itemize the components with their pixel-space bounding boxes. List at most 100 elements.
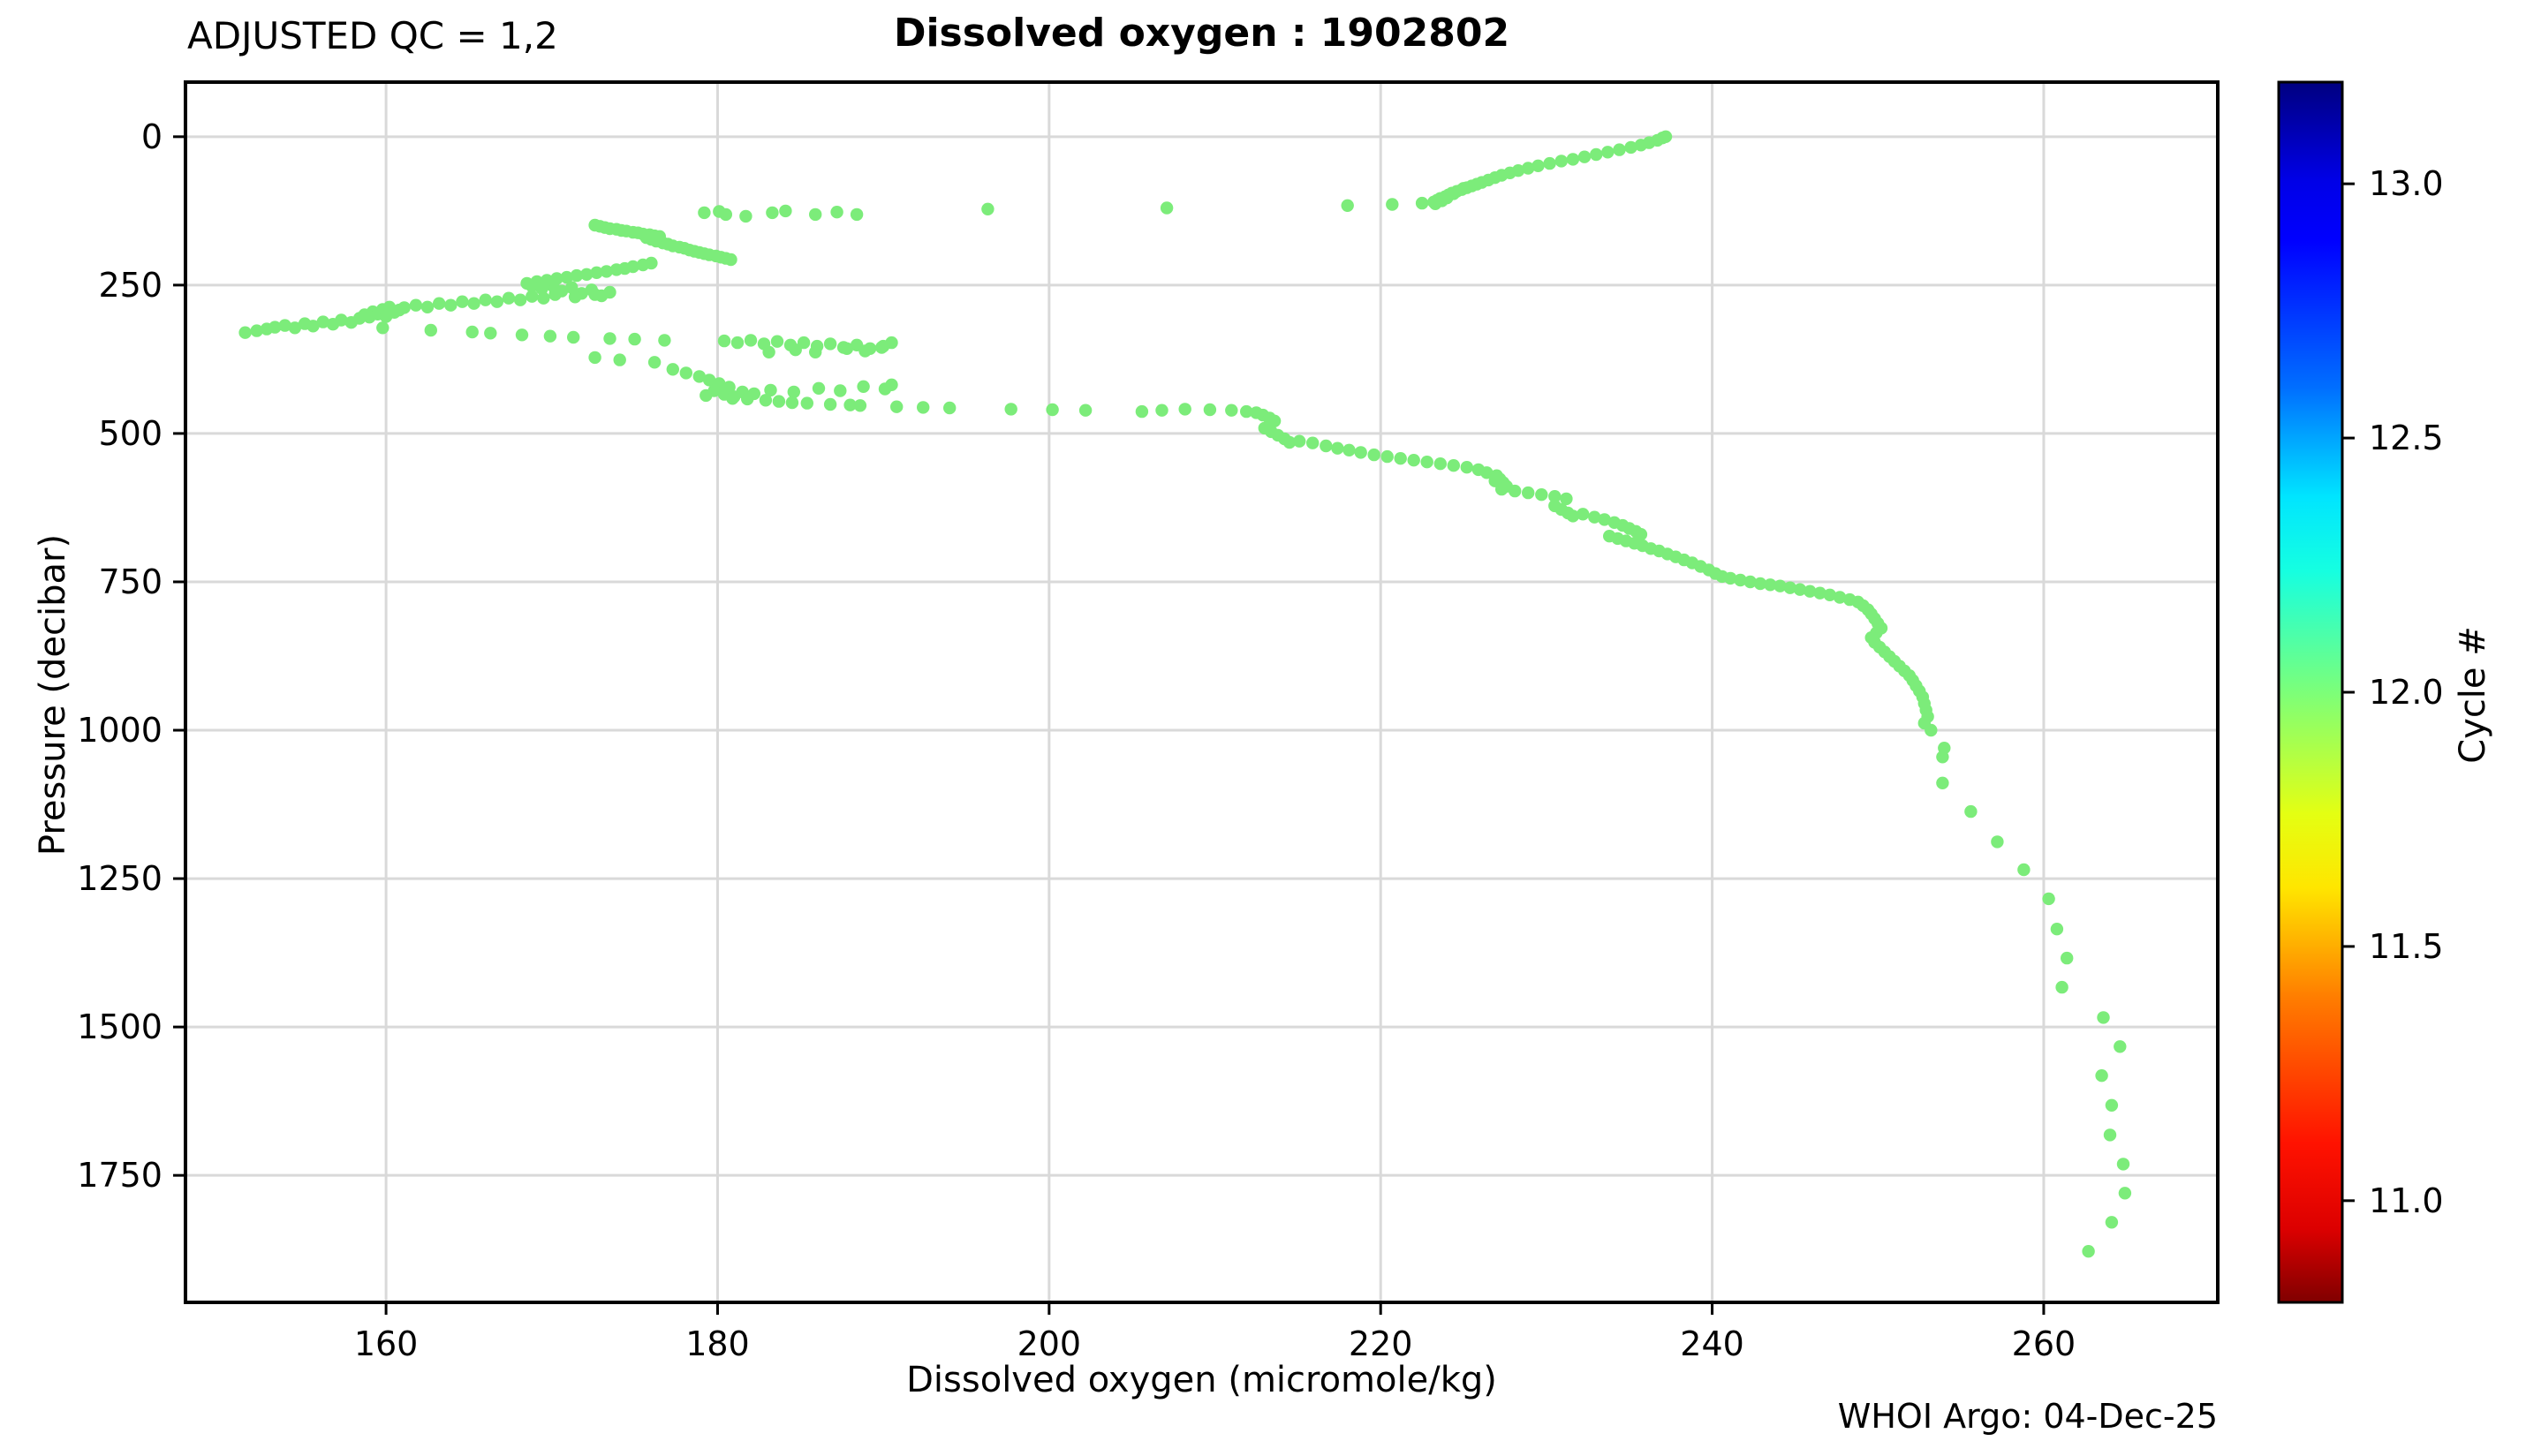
data-point [580, 268, 594, 281]
data-point [1659, 130, 1673, 143]
data-point [853, 399, 867, 412]
data-point [1783, 581, 1797, 594]
credit-text: WHOI Argo: 04-Dec-25 [1837, 1397, 2218, 1436]
data-point [1341, 199, 1354, 212]
data-point [535, 282, 548, 296]
data-point [588, 288, 601, 301]
data-point [526, 290, 539, 303]
data-point [1554, 155, 1569, 168]
data-point [537, 291, 550, 305]
data-point [2118, 1187, 2132, 1200]
colorbar-tick-label: 11.0 [2369, 1181, 2444, 1220]
data-point [1225, 404, 1238, 417]
data-point [548, 288, 562, 301]
data-point [600, 265, 613, 278]
data-point [2105, 1098, 2119, 1113]
data-point [1415, 196, 1429, 210]
data-point [560, 270, 573, 284]
data-point [335, 313, 348, 327]
data-point [857, 380, 870, 393]
data-point [420, 300, 435, 313]
data-point [1964, 804, 1978, 819]
data-point [1420, 456, 1433, 469]
data-point [658, 334, 671, 347]
data-point [490, 295, 503, 308]
data-point [465, 325, 479, 339]
data-point [567, 330, 580, 344]
y-tick-label: 1000 [77, 711, 163, 750]
data-point [409, 298, 423, 312]
data-point [2095, 1069, 2108, 1083]
data-point [2082, 1245, 2095, 1258]
data-point [2042, 892, 2055, 906]
data-point [834, 384, 847, 397]
data-point [2105, 1216, 2119, 1229]
data-point [613, 353, 626, 366]
data-point [1509, 484, 1522, 498]
x-tick-label: 160 [354, 1324, 419, 1363]
data-point [666, 363, 679, 376]
data-point [526, 280, 539, 293]
y-tick-label: 500 [98, 414, 163, 453]
data-point [1531, 159, 1545, 172]
data-point [603, 332, 616, 345]
data-point [917, 401, 930, 414]
qc-annotation: ADJUSTED QC = 1,2 [187, 14, 558, 57]
data-point [250, 324, 263, 337]
page-title: Dissolved oxygen : 1902802 [893, 11, 1510, 56]
data-point [2103, 1128, 2117, 1142]
data-point [1577, 508, 1590, 521]
colorbar-tick-label: 12.0 [2369, 673, 2444, 712]
data-point [1734, 573, 1747, 587]
y-tick-label: 250 [98, 266, 163, 305]
data-point [1447, 459, 1461, 472]
colorbar-label: Cycle # [2453, 626, 2493, 764]
data-point [626, 260, 639, 274]
data-point [484, 327, 497, 340]
data-point [238, 326, 252, 339]
data-point [1601, 146, 1615, 159]
data-point [1394, 452, 1407, 465]
data-point [1804, 585, 1817, 598]
data-point [2050, 923, 2064, 936]
data-point [1925, 723, 1938, 737]
data-point [316, 315, 329, 328]
data-point [647, 356, 662, 369]
data-point [809, 345, 822, 358]
data-point [1320, 439, 1333, 453]
data-point [692, 370, 706, 383]
data-point [1724, 571, 1737, 585]
data-point [2055, 980, 2068, 994]
data-point [1613, 143, 1626, 156]
data-point [1936, 776, 1949, 789]
y-tick-label: 1750 [77, 1156, 163, 1195]
data-point [719, 207, 732, 222]
data-point [1331, 441, 1344, 455]
data-point [717, 334, 731, 348]
data-point [1577, 150, 1592, 163]
data-point [1813, 586, 1826, 600]
data-point [543, 329, 557, 343]
data-point [1991, 835, 2004, 849]
data-point [1342, 443, 1356, 456]
data-point [1543, 156, 1556, 170]
data-point [789, 343, 802, 357]
data-point [1598, 513, 1611, 526]
data-point [1155, 404, 1168, 417]
data-point [800, 396, 813, 410]
data-point [840, 342, 854, 355]
data-point [1306, 436, 1320, 449]
colorbar [2277, 80, 2344, 1304]
data-point [502, 291, 516, 305]
data-point [797, 336, 811, 350]
data-point [570, 268, 584, 283]
data-point [943, 401, 957, 415]
data-point [700, 389, 713, 403]
data-point [1460, 461, 1474, 474]
data-point [397, 301, 411, 314]
data-point [479, 293, 492, 306]
data-point [1004, 403, 1017, 416]
data-point [590, 266, 603, 279]
